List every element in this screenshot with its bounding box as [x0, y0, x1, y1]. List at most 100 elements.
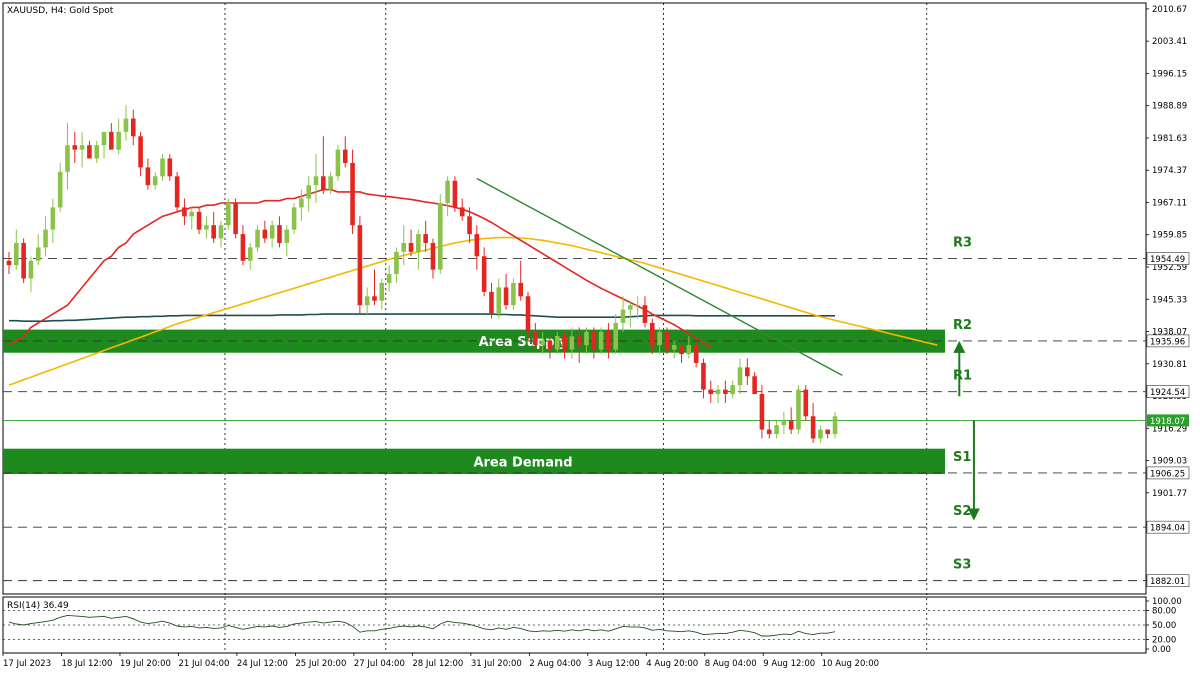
candle-body: [328, 176, 333, 190]
candle-body: [416, 234, 421, 252]
ma-dark-line: [9, 313, 835, 322]
candle-body: [584, 331, 589, 346]
candle-body: [21, 242, 26, 279]
level-price-tag: [1146, 520, 1190, 534]
candle-body: [379, 282, 385, 301]
candle-body: [43, 229, 48, 248]
candle-body: [781, 420, 787, 426]
candle-body: [394, 251, 399, 275]
time-tick-label: 4 Aug 20:00: [646, 659, 698, 669]
candle-body: [518, 282, 523, 297]
candle-body: [635, 305, 640, 307]
candle-body: [737, 367, 743, 386]
current-price-tag: [1147, 414, 1189, 427]
level-label-r3: R3: [953, 236, 972, 251]
candle-body: [262, 229, 268, 239]
price-tick-label: 1967.11: [1152, 198, 1187, 208]
candle-body: [50, 207, 56, 230]
rsi-tick-label: 0.00: [1152, 645, 1171, 655]
candle-body: [291, 207, 297, 230]
candle-body: [759, 394, 765, 430]
candle-body: [437, 202, 443, 270]
level-price-label: 1882.01: [1150, 577, 1185, 587]
candle-body: [211, 225, 216, 239]
candle-body: [218, 225, 224, 239]
rsi-line: [8, 614, 836, 637]
candle-body: [715, 389, 721, 395]
rsi-tick-label: 80.00: [1152, 607, 1176, 617]
candle-body: [467, 216, 472, 235]
rsi-tick-label: 100.00: [1152, 597, 1182, 607]
price-tick-label: 1996.15: [1152, 69, 1187, 79]
candle-body: [766, 429, 772, 435]
candle-body: [79, 145, 85, 150]
price-tick-label: 1930.81: [1152, 360, 1187, 370]
time-tick-label: 21 Jul 04:00: [178, 659, 229, 669]
candle-body: [167, 158, 173, 177]
candle-body: [496, 287, 502, 315]
candle-body: [752, 376, 757, 395]
ma-orange-line: [8, 236, 938, 386]
candle-body: [620, 309, 626, 323]
candle-body: [35, 247, 41, 261]
level-label-s2: S2: [953, 504, 971, 519]
time-tick-label: 2 Aug 04:00: [529, 659, 581, 669]
trendline-group: [476, 177, 843, 376]
level-price-label: 1935.96: [1150, 337, 1185, 347]
candle-body: [788, 420, 794, 430]
arrow-down-head: [967, 508, 980, 521]
candle-body: [357, 225, 363, 306]
level-price-tag: [1146, 574, 1190, 587]
candle-body: [693, 345, 699, 363]
candle-body: [233, 202, 238, 235]
time-tick-label: 18 Jul 12:00: [61, 659, 112, 669]
candle-body: [247, 247, 253, 261]
candle-body: [277, 225, 282, 243]
candle-body: [57, 171, 63, 208]
candle-body: [123, 118, 129, 132]
level-label-r2: R2: [953, 318, 972, 333]
time-tick-label: 17 Jul 2023: [3, 659, 51, 669]
candle-body: [547, 340, 553, 350]
candle-body: [445, 180, 450, 203]
candle-body: [65, 145, 70, 172]
candle-body: [138, 136, 143, 168]
candle-body: [313, 176, 319, 186]
candle-body: [511, 282, 516, 306]
time-tick-label: 10 Aug 20:00: [822, 659, 879, 669]
level-price-label: 1924.54: [1150, 388, 1185, 398]
candle-body: [649, 322, 655, 346]
candle-body: [533, 331, 538, 346]
candle-body: [364, 296, 370, 306]
candle-body: [240, 234, 246, 261]
current-price-label: 1918.07: [1150, 417, 1185, 427]
price-tick-label: 1916.29: [1152, 424, 1187, 434]
price-tick-label: 1909.03: [1152, 457, 1187, 467]
time-tick-label: 9 Aug 12:00: [763, 659, 815, 669]
time-tick-label: 19 Jul 20:00: [120, 659, 171, 669]
candle-body: [101, 131, 107, 146]
candle-body: [730, 385, 735, 395]
candle-body: [226, 202, 231, 226]
candle-body: [350, 162, 355, 226]
moving-averages: [8, 188, 938, 386]
price-tick-label: 1901.77: [1152, 489, 1187, 499]
time-tick-label: 28 Jul 12:00: [412, 659, 463, 669]
level-price-tag: [1146, 466, 1190, 480]
time-tick-label: 31 Jul 20:00: [471, 659, 522, 669]
candle-body: [87, 145, 92, 159]
direction-arrows: [953, 340, 980, 521]
candle-body: [452, 180, 458, 208]
level-price-tag: [1146, 385, 1190, 398]
candle-body: [671, 345, 677, 350]
candle-body: [321, 176, 326, 190]
candle-body: [28, 260, 34, 279]
candle-body: [796, 389, 801, 430]
candle-body: [116, 131, 121, 150]
candle-body: [774, 425, 779, 435]
candle-body: [576, 336, 582, 346]
candle-body: [109, 131, 114, 150]
candle-body: [474, 234, 480, 257]
